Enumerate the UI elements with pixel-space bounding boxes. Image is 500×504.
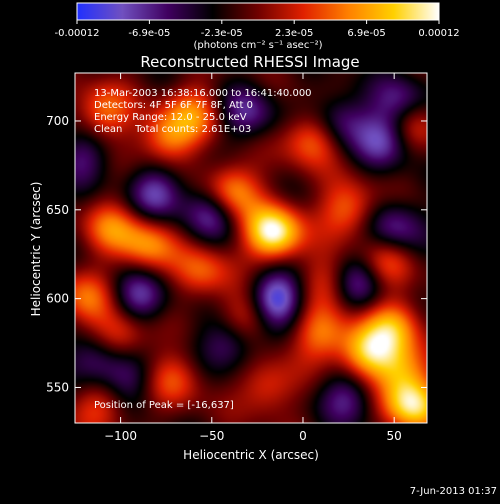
y-tick-label: 600 (46, 292, 69, 306)
info-line-time: 13-Mar-2003 16:38:16.000 to 16:41:40.000 (94, 88, 312, 99)
peak-position-label: Position of Peak = [-16,637] (94, 400, 234, 411)
colorbar-tick-label: -0.00012 (55, 28, 100, 39)
y-tick-label: 700 (46, 114, 69, 128)
chart-title: Reconstructed RHESSI Image (140, 53, 359, 71)
colorbar-ticks: -0.00012 -6.9e-05 -2.3e-05 2.3e-05 6.9e-05 0.… (55, 20, 460, 39)
colorbar-gradient (76, 2, 440, 21)
colorbar-tick-label: 2.3e-05 (275, 28, 313, 39)
colorbar-tick-label: -2.3e-05 (201, 28, 243, 39)
info-block: 13-Mar-2003 16:38:16.000 to 16:41:40.000… (94, 88, 312, 135)
x-tick-label: 0 (299, 429, 307, 443)
heatmap-image (75, 73, 427, 423)
y-tick-label: 550 (46, 380, 69, 394)
plot-area: −100 −50 0 50 550 600 650 700 (46, 72, 428, 443)
y-tick-label: 650 (46, 203, 69, 217)
x-axis-label: Heliocentric X (arcsec) (183, 448, 319, 462)
x-tick-label: −100 (104, 429, 137, 443)
colorbar: -0.00012 -6.9e-05 -2.3e-05 2.3e-05 6.9e-05 0.… (55, 2, 460, 51)
plot-frame (74, 72, 428, 424)
axes: −100 −50 0 50 550 600 650 700 (46, 73, 427, 443)
date-stamp: 7-Jun-2013 01:37 (410, 486, 497, 497)
info-line-detectors: Detectors: 4F 5F 6F 7F 8F, Att 0 (94, 100, 253, 111)
colorbar-tick-label: -6.9e-05 (128, 28, 170, 39)
colorbar-tick-label: 6.9e-05 (347, 28, 385, 39)
x-tick-label: −50 (199, 429, 224, 443)
x-tick-label: 50 (387, 429, 402, 443)
y-axis-label: Heliocentric Y (arcsec) (29, 182, 43, 317)
info-line-energy: Energy Range: 12.0 - 25.0 keV (94, 112, 247, 123)
colorbar-units: (photons cm⁻² s⁻¹ asec⁻²) (193, 40, 322, 51)
info-line-clean: Clean Total counts: 2.61E+03 (94, 124, 251, 135)
colorbar-tick-label: 0.00012 (418, 28, 459, 39)
